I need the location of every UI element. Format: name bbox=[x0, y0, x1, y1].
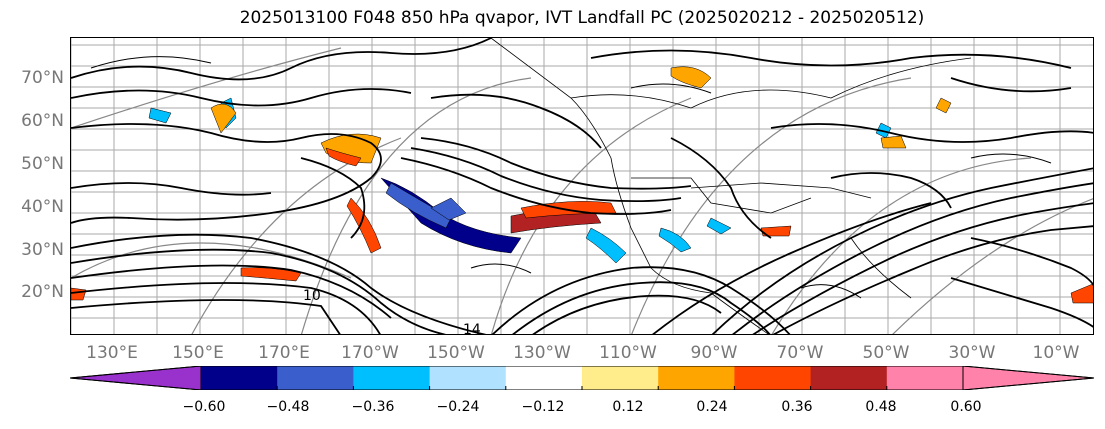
colorbar-segment bbox=[734, 366, 812, 390]
colorbar-segment bbox=[277, 366, 354, 390]
lat-label-30n: 30°N bbox=[21, 240, 64, 260]
colorbar-segment bbox=[429, 366, 507, 390]
map-panel[interactable]: 10 14 bbox=[70, 37, 1094, 335]
graticule-grid bbox=[71, 38, 1093, 334]
lat-label-70n: 70°N bbox=[21, 68, 64, 88]
lat-label-50n: 50°N bbox=[21, 154, 64, 174]
ivt-contours-thin bbox=[90, 56, 1052, 299]
colorbar-tick-label: 0.60 bbox=[950, 399, 982, 415]
coastlines bbox=[490, 38, 972, 334]
lon-label-70w: 70°W bbox=[776, 343, 824, 363]
colorbar-tick-label: −0.12 bbox=[521, 399, 565, 415]
lon-label-130e: 130°E bbox=[86, 343, 138, 363]
lon-label-10w: 10°W bbox=[1032, 343, 1080, 363]
colorbar-segment bbox=[658, 366, 735, 390]
colorbar-extend-max bbox=[962, 365, 1095, 391]
colorbar bbox=[69, 365, 1095, 391]
colorbar-tick-label: 0.12 bbox=[612, 399, 644, 415]
lon-label-170w: 170°W bbox=[341, 343, 399, 363]
map-canvas: 10 14 bbox=[71, 38, 1093, 335]
colorbar-extend-min bbox=[69, 365, 202, 391]
contour-label: 14 bbox=[463, 322, 481, 335]
lon-label-90w: 90°W bbox=[690, 343, 738, 363]
colorbar-tick-label: 0.24 bbox=[696, 399, 728, 415]
lon-label-170e: 170°E bbox=[258, 343, 310, 363]
lat-label-20n: 20°N bbox=[21, 282, 64, 302]
lon-label-130w: 130°W bbox=[513, 343, 571, 363]
lon-label-110w: 110°W bbox=[599, 343, 657, 363]
lat-label-60n: 60°N bbox=[21, 111, 64, 131]
colorbar-segment bbox=[582, 366, 659, 390]
lon-label-150e: 150°E bbox=[172, 343, 224, 363]
colorbar-graphic bbox=[69, 365, 1095, 391]
lon-label-30w: 30°W bbox=[948, 343, 996, 363]
colorbar-tick-label: 0.36 bbox=[781, 399, 813, 415]
colorbar-segment bbox=[505, 366, 583, 390]
colorbar-segment bbox=[201, 366, 278, 390]
colorbar-tick-label: −0.36 bbox=[351, 399, 395, 415]
lon-label-50w: 50°W bbox=[862, 343, 910, 363]
colorbar-tick-label: −0.60 bbox=[182, 399, 226, 415]
lat-label-40n: 40°N bbox=[21, 197, 64, 217]
colorbar-segment bbox=[810, 366, 888, 390]
colorbar-segment bbox=[886, 366, 964, 390]
contour-label: 10 bbox=[303, 288, 321, 304]
ivt-contours bbox=[71, 38, 1093, 334]
colorbar-tick-label: −0.48 bbox=[266, 399, 310, 415]
colorbar-segment bbox=[353, 366, 431, 390]
map-title: 2025013100 F048 850 hPa qvapor, IVT Land… bbox=[239, 8, 925, 28]
colorbar-tick-label: −0.24 bbox=[436, 399, 480, 415]
lon-label-150w: 150°W bbox=[427, 343, 485, 363]
colorbar-tick-label: 0.48 bbox=[865, 399, 897, 415]
